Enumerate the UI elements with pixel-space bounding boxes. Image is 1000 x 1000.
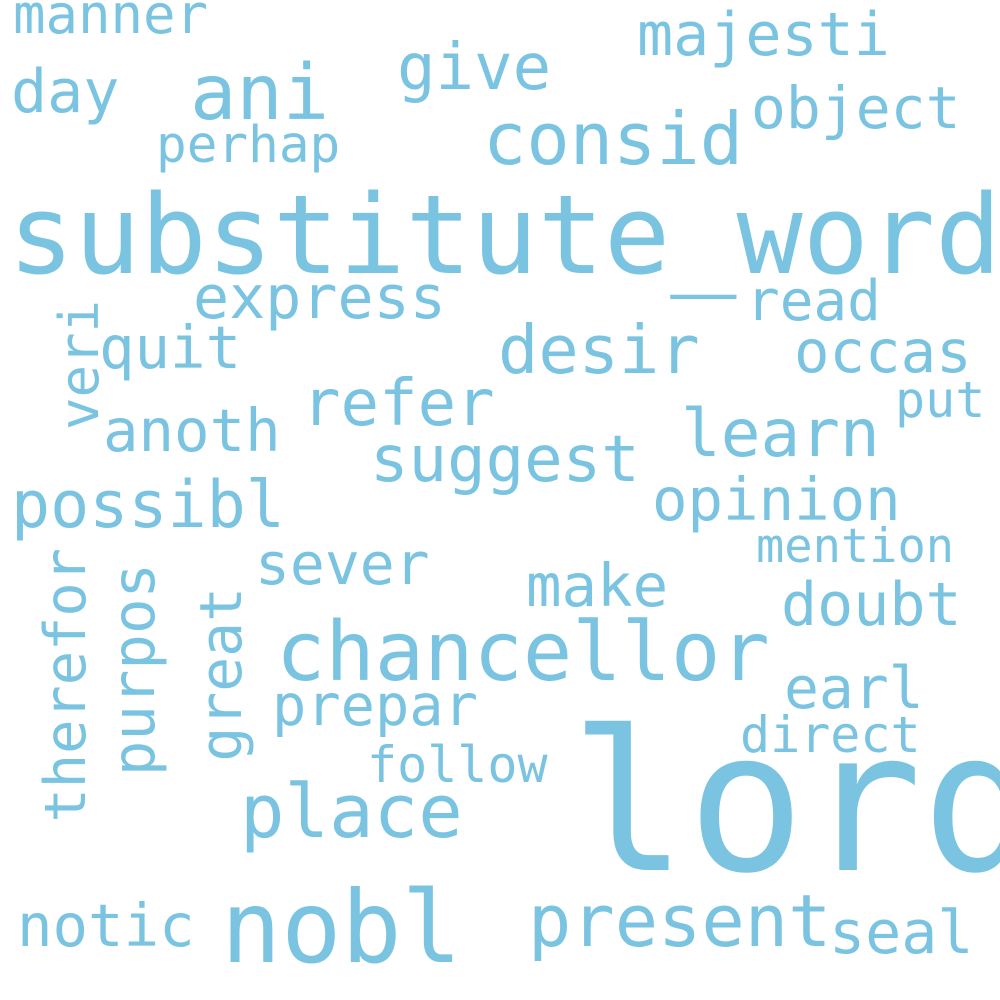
word: opinion — [652, 465, 901, 534]
word: express — [193, 263, 446, 333]
word: veri — [48, 300, 111, 431]
word: make — [526, 551, 669, 620]
word: majesti — [637, 0, 890, 70]
word: manner — [13, 0, 209, 46]
word: lord — [570, 689, 1000, 916]
word: therefor — [33, 548, 99, 823]
word: prepar — [272, 673, 478, 739]
word: substitute_word — [8, 171, 1000, 299]
word: quit — [99, 313, 242, 382]
word: follow — [367, 736, 548, 794]
word: ani — [190, 49, 330, 138]
word: anoth — [103, 396, 281, 465]
word: present — [528, 879, 832, 963]
word: put — [895, 371, 986, 429]
word: great — [187, 587, 255, 762]
word: chancellor — [276, 605, 770, 700]
word: learn — [681, 395, 880, 472]
word: nobl — [221, 869, 462, 986]
word: consid — [483, 97, 744, 181]
word: object — [751, 74, 961, 142]
word: direct — [740, 706, 921, 764]
word: refer — [302, 367, 495, 441]
word: earl — [784, 654, 924, 722]
word: doubt — [781, 570, 962, 640]
word: perhap — [156, 116, 341, 175]
word: purpos — [99, 563, 168, 777]
word: day — [11, 57, 120, 127]
word: seal — [829, 898, 974, 968]
word: place — [240, 769, 463, 855]
word: sever — [255, 530, 430, 598]
word: desir — [498, 311, 700, 389]
word: mention — [756, 519, 955, 574]
word: possibl — [11, 468, 285, 543]
word: occas — [794, 317, 972, 386]
word: notic — [17, 891, 195, 960]
word: read — [746, 269, 881, 334]
word: suggest — [370, 423, 640, 497]
word: give — [397, 31, 552, 105]
